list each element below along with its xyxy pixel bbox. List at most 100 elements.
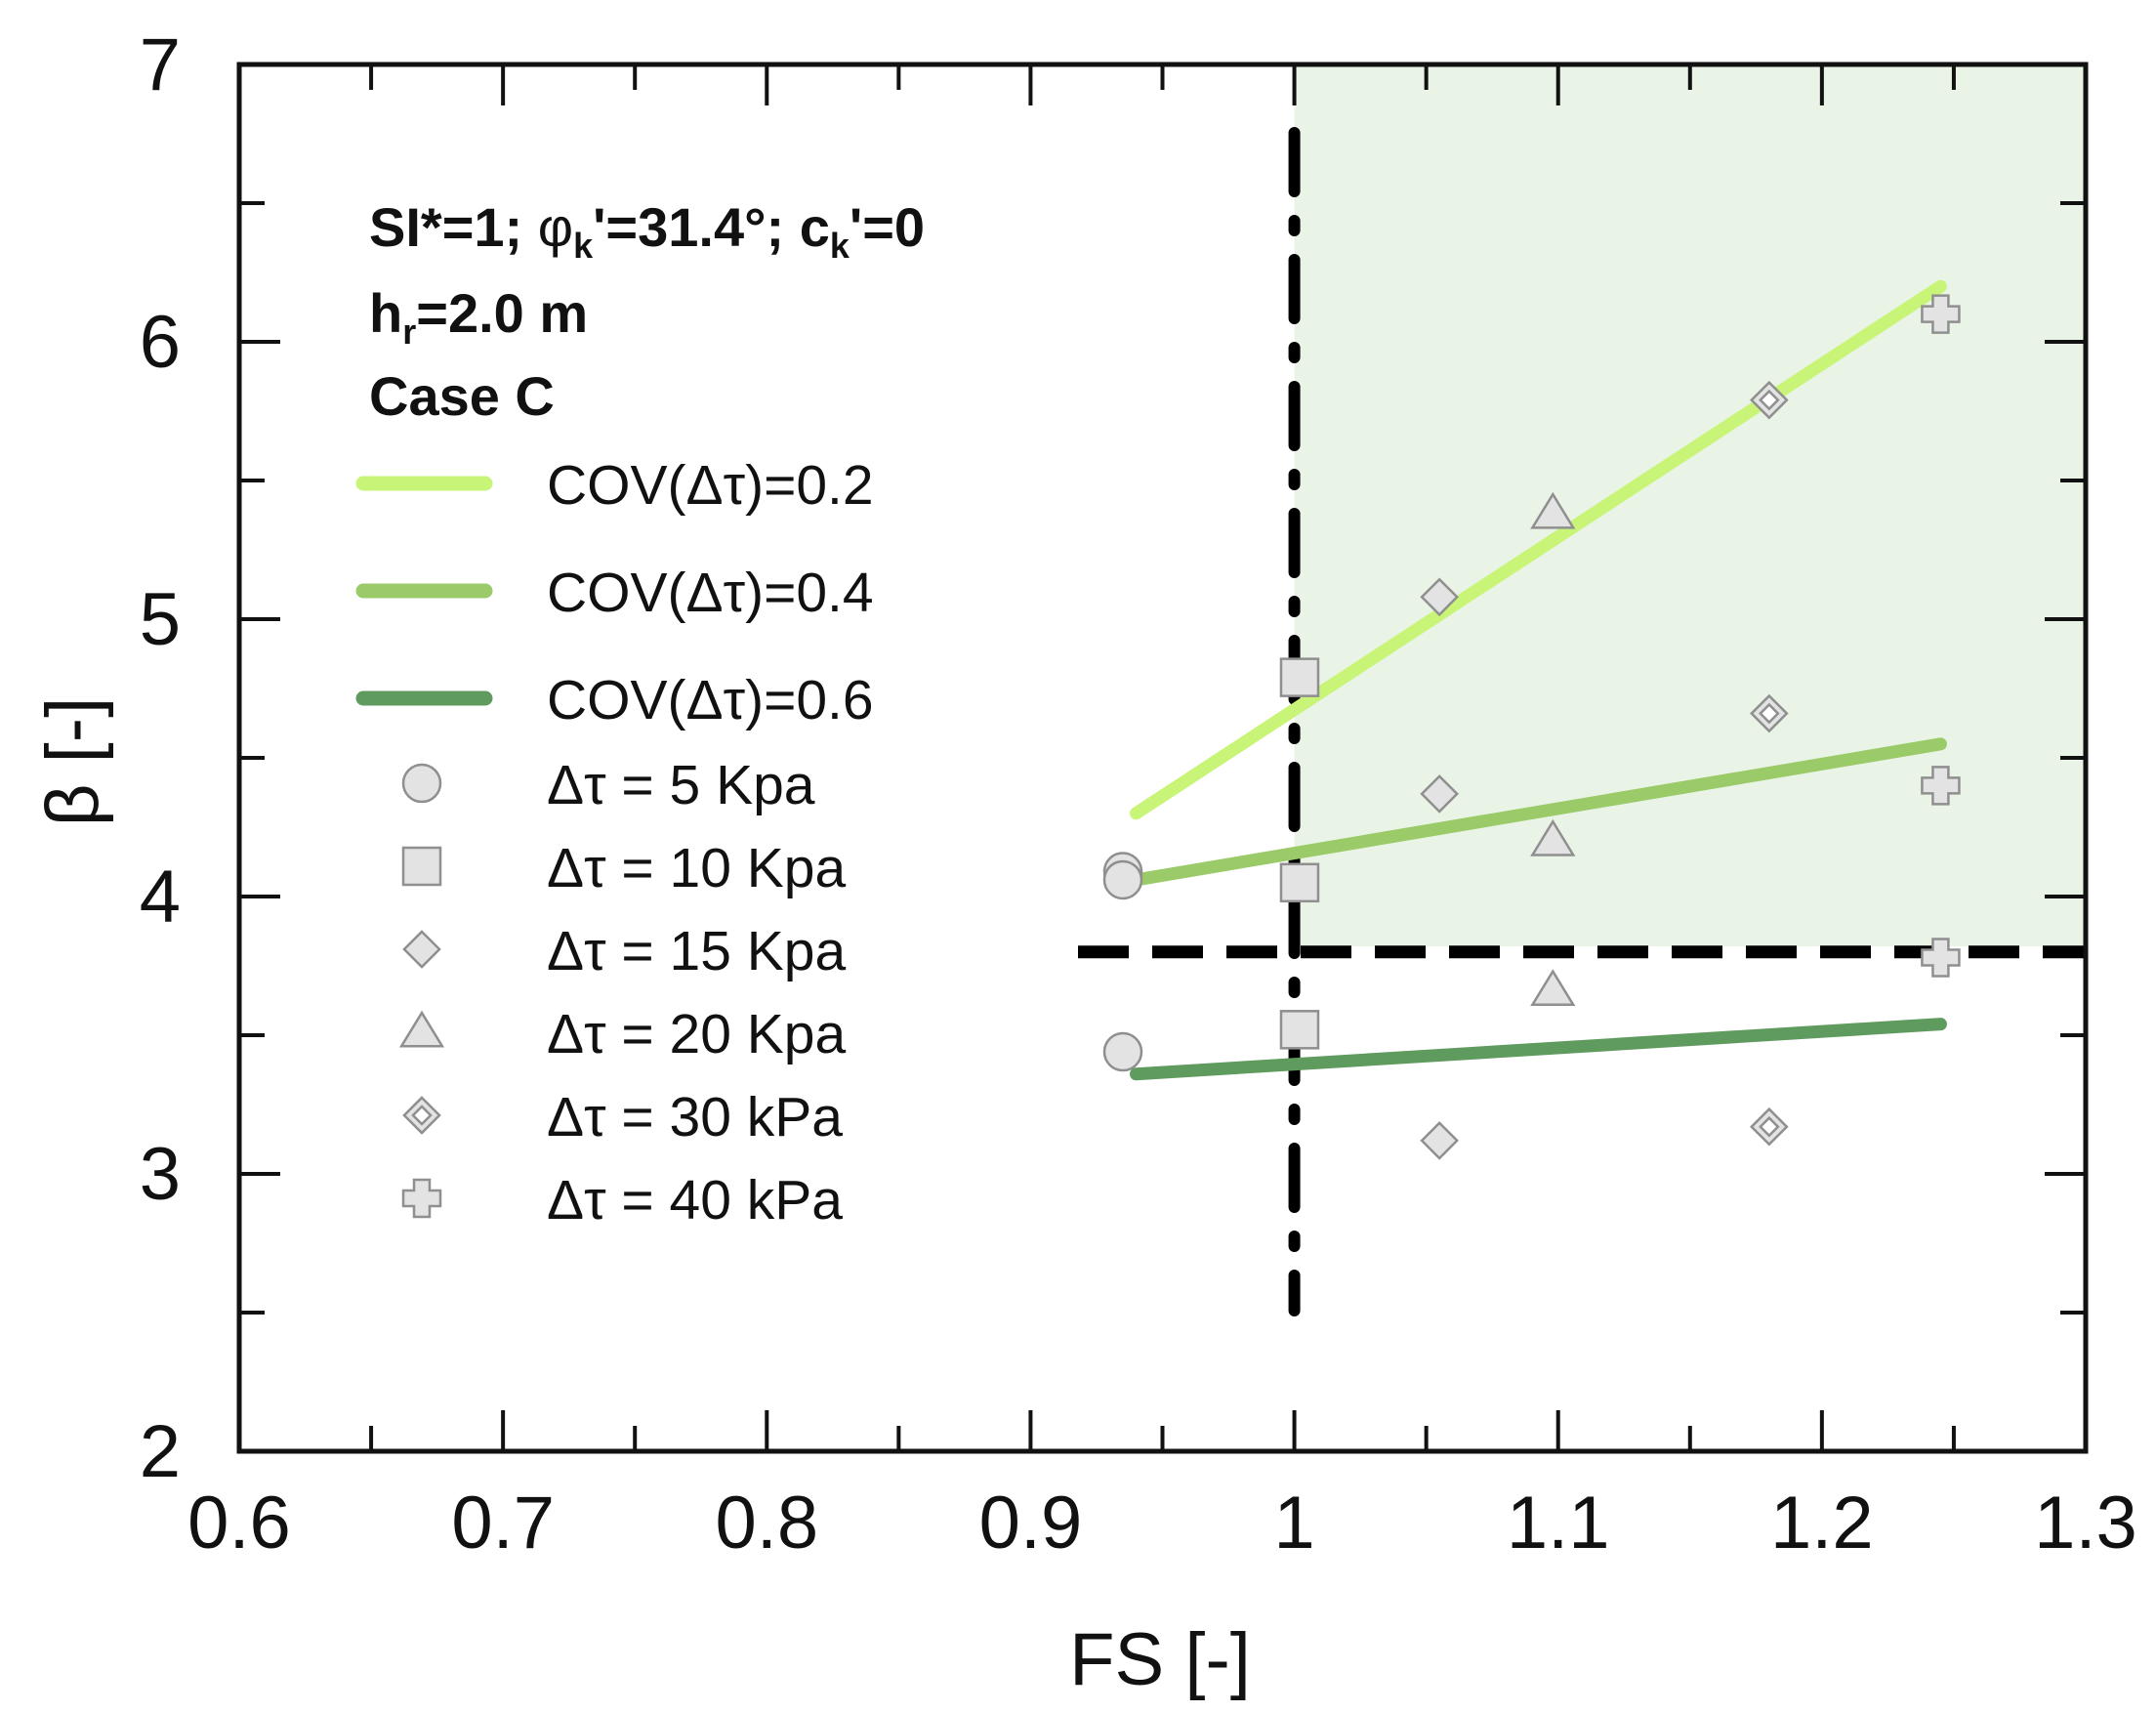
series-line-layer — [1129, 279, 1947, 1081]
annotation-line-2: hr=2.0 m — [369, 282, 588, 352]
legend-label: Δτ = 30 kPa — [547, 1086, 843, 1148]
annotation-phi-value: '=31.4°; c — [593, 196, 830, 258]
data-point-diamond — [1420, 1121, 1459, 1160]
data-point-circle — [1102, 1031, 1143, 1072]
legend-marker-swatch — [402, 1096, 441, 1135]
y-tick-label: 5 — [140, 578, 181, 661]
legend-label: Δτ = 15 Kpa — [547, 920, 847, 982]
data-point-plus — [1921, 294, 1961, 334]
plus-marker-icon — [1921, 938, 1961, 978]
annotation-line-3: Case C — [369, 365, 555, 427]
diamond-dot-inner-icon — [411, 1105, 433, 1126]
annotation-h-subscript: r — [402, 312, 416, 352]
square-marker-icon — [1279, 1010, 1320, 1050]
legend-label: Δτ = 5 Kpa — [547, 754, 815, 816]
legend-entry: COV(Δτ)=0.2 — [355, 454, 874, 517]
data-point-diamond — [1420, 577, 1459, 617]
annotation-h-value: =2.0 m — [416, 282, 588, 344]
legend: COV(Δτ)=0.2 COV(Δτ)=0.4 COV(Δτ)=0.6 Δτ = 5 … — [355, 454, 874, 1232]
triangle-marker-icon — [1530, 491, 1576, 529]
annotation-line-1: SI*=1; φk'=31.4°; ck'=0 — [369, 196, 925, 266]
legend-marker-swatch — [401, 763, 442, 804]
marker-layer — [1102, 294, 1961, 1160]
diamond-dot-inner-icon — [1759, 1115, 1780, 1138]
legend-marker-swatch — [401, 846, 442, 887]
y-tick-labels: 2 3 4 5 6 7 — [140, 23, 181, 1493]
legend-label: COV(Δτ)=0.6 — [547, 669, 874, 731]
annotation-si: SI*=1; — [369, 196, 538, 258]
legend-label: Δτ = 40 kPa — [547, 1169, 843, 1232]
legend-label: Δτ = 20 Kpa — [547, 1003, 847, 1065]
plus-marker-icon — [401, 1178, 442, 1219]
legend-label: Δτ = 10 Kpa — [547, 837, 847, 899]
circle-marker-icon — [1102, 1031, 1143, 1072]
series-line-cov-1 — [1129, 737, 1947, 887]
x-tick-label: 0.7 — [451, 1482, 555, 1565]
data-point-plus — [1921, 766, 1961, 806]
parameter-annotation: SI*=1; φk'=31.4°; ck'=0 hr=2.0 m Case C — [369, 196, 925, 427]
annotation-c-subscript: k — [830, 226, 850, 266]
square-marker-icon — [1279, 657, 1320, 697]
diamond-marker-icon — [1420, 577, 1459, 617]
data-point-diamond-dot — [1750, 1107, 1789, 1147]
legend-entry: Δτ = 30 kPa — [402, 1086, 843, 1148]
data-point-triangle — [1530, 818, 1576, 856]
legend-marker-swatch — [401, 1178, 442, 1219]
data-point-diamond-dot — [1750, 693, 1789, 733]
square-marker-icon — [401, 846, 442, 887]
legend-entry: Δτ = 20 Kpa — [398, 1003, 847, 1065]
data-point-square — [1279, 862, 1320, 903]
circle-marker-icon — [401, 763, 442, 804]
legend-entry: Δτ = 40 kPa — [401, 1169, 843, 1232]
data-point-circle — [1102, 859, 1143, 900]
region-layer — [1294, 64, 2086, 947]
data-point-diamond-dot — [1750, 380, 1789, 420]
annotation-phi-subscript: k — [573, 226, 594, 266]
diamond-marker-icon — [1420, 774, 1459, 814]
legend-label: COV(Δτ)=0.4 — [547, 562, 874, 624]
data-point-triangle — [1530, 491, 1576, 529]
x-tick-label: 1.1 — [1507, 1482, 1610, 1565]
annotation-h-symbol: h — [369, 282, 402, 344]
data-point-triangle — [1530, 969, 1576, 1007]
plus-marker-icon — [1921, 294, 1961, 334]
data-point-plus — [1921, 938, 1961, 978]
triangle-marker-icon — [1530, 818, 1576, 856]
data-point-diamond — [1420, 774, 1459, 814]
x-tick-labels: 0.6 0.7 0.8 0.9 1 1.1 1.2 1.3 — [187, 1482, 2137, 1565]
y-tick-label: 3 — [140, 1133, 181, 1216]
legend-entry: COV(Δτ)=0.6 — [355, 669, 874, 731]
y-tick-label: 2 — [140, 1410, 181, 1493]
x-tick-label: 1 — [1273, 1482, 1314, 1565]
x-tick-label: 1.2 — [1770, 1482, 1874, 1565]
legend-entry: Δτ = 15 Kpa — [402, 920, 847, 982]
triangle-marker-icon — [1530, 969, 1576, 1007]
circle-marker-icon — [1102, 859, 1143, 900]
tick-layer — [237, 63, 2088, 1453]
x-axis-label: FS [-] — [1069, 1618, 1251, 1701]
y-tick-label: 6 — [140, 301, 181, 384]
legend-marker-swatch — [398, 1010, 445, 1048]
x-tick-label: 0.6 — [187, 1482, 291, 1565]
x-tick-label: 1.3 — [2034, 1482, 2137, 1565]
legend-label: COV(Δτ)=0.2 — [547, 454, 874, 517]
annotation-c-value: '=0 — [850, 196, 925, 258]
diamond-marker-icon — [1420, 1121, 1459, 1160]
plus-marker-icon — [1921, 766, 1961, 806]
series-line-cov-2 — [1129, 1018, 1947, 1081]
legend-entry: Δτ = 5 Kpa — [401, 754, 815, 816]
reference-line-layer — [1078, 127, 2086, 1316]
annotation-phi-symbol: φ — [538, 196, 573, 258]
legend-entry: Δτ = 10 Kpa — [401, 837, 847, 899]
y-tick-label: 7 — [140, 23, 181, 106]
square-marker-icon — [1279, 862, 1320, 903]
diamond-marker-icon — [402, 930, 441, 969]
plot-frame — [236, 62, 2089, 1454]
y-axis-label: β [-] — [31, 697, 114, 826]
diamond-dot-inner-icon — [1759, 389, 1780, 411]
x-tick-label: 0.9 — [979, 1482, 1083, 1565]
y-tick-label: 4 — [140, 856, 181, 939]
diamond-dot-inner-icon — [1759, 702, 1780, 725]
triangle-marker-icon — [398, 1010, 445, 1048]
